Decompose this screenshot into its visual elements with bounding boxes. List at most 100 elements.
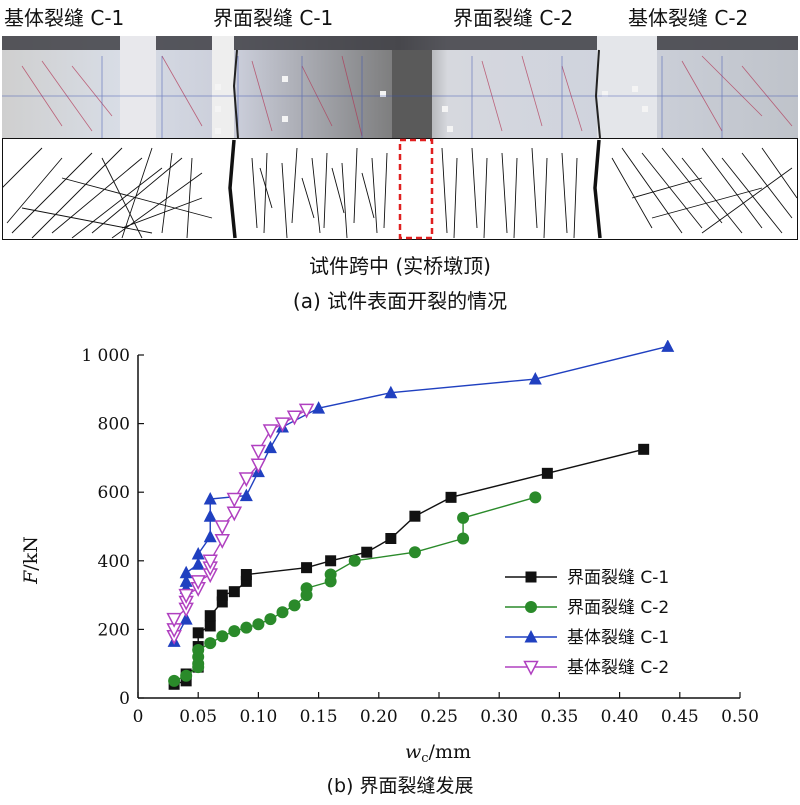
data-point: [214, 520, 231, 536]
series-3: [167, 340, 675, 647]
data-point: [179, 574, 193, 587]
x-tick-label: 0.25: [420, 707, 458, 727]
data-point: [298, 403, 315, 419]
data-point: [661, 340, 675, 352]
crack-development-chart: 0 0.05 0.10 0.15 0.20 0.25 0.30 0.35 0.40 0.45 0.5…: [20, 340, 759, 797]
label-matrix-crack-c2: 基体裂缝 C-2: [628, 6, 749, 30]
legend-label: 基体裂缝 C-2: [567, 658, 669, 678]
data-point: [288, 599, 301, 612]
series-1: [168, 443, 650, 690]
series-line: [173, 496, 536, 682]
data-point: [325, 555, 337, 567]
data-point: [457, 532, 470, 545]
legend-label: 界面裂缝 C-1: [567, 568, 669, 588]
data-point: [239, 488, 253, 502]
data-point: [180, 669, 193, 682]
crack-pattern-sketch: [2, 138, 798, 240]
data-point: [408, 546, 421, 559]
legend-label: 界面裂缝 C-2: [567, 598, 669, 618]
data-point: [192, 627, 204, 639]
data-point: [300, 582, 313, 595]
x-tick-label: 0.05: [179, 707, 217, 727]
data-point: [226, 492, 243, 508]
x-tick-label: 0.50: [721, 707, 759, 727]
label-interface-crack-c1: 界面裂缝 C-1: [213, 6, 334, 30]
data-point: [385, 533, 397, 545]
data-point: [286, 410, 303, 426]
legend-entry-2: 界面裂缝 C-2: [505, 598, 669, 618]
midspan-label: 试件跨中 (实桥墩顶): [309, 254, 491, 278]
data-point: [204, 637, 217, 650]
x-axis-var: w: [405, 741, 421, 763]
label-matrix-crack-c1: 基体裂缝 C-1: [4, 6, 125, 30]
data-point: [361, 546, 373, 558]
y-tick-label: 400: [98, 552, 130, 572]
chart-legend: 界面裂缝 C-1 界面裂缝 C-2 基体裂缝 C-1 基体裂缝 C-2: [505, 568, 669, 678]
data-point: [457, 511, 470, 524]
data-point: [301, 562, 313, 574]
data-point: [252, 618, 265, 631]
chart-marks: [166, 340, 675, 690]
caption-b: (b) 界面裂缝发展: [327, 775, 474, 797]
data-point: [638, 443, 650, 455]
data-point: [409, 510, 421, 522]
data-point: [168, 674, 181, 687]
data-point: [203, 529, 217, 543]
data-point: [178, 588, 194, 604]
data-point: [216, 589, 228, 601]
data-point: [191, 557, 205, 570]
legend-marker: [525, 601, 537, 613]
data-point: [250, 444, 267, 460]
data-point: [216, 630, 229, 643]
legend-entry-1: 界面裂缝 C-1: [505, 568, 669, 588]
x-tick-label: 0.10: [239, 707, 277, 727]
legend-entry-3: 基体裂缝 C-1: [505, 628, 669, 648]
label-interface-crack-c2: 界面裂缝 C-2: [453, 6, 574, 30]
x-axis-label: wc/mm: [405, 741, 471, 766]
x-tick-label: 0: [133, 707, 144, 727]
chart-axes: 0 0.05 0.10 0.15 0.20 0.25 0.30 0.35 0.40 0.45 0.5…: [81, 346, 759, 727]
y-tick-label: 800: [98, 415, 130, 435]
data-point: [203, 509, 217, 522]
caption-a: (a) 试件表面开裂的情况: [292, 289, 508, 313]
data-point: [240, 621, 253, 634]
series-4: [166, 403, 315, 645]
data-point: [528, 372, 542, 385]
x-tick-label: 0.30: [480, 707, 518, 727]
series-line: [173, 409, 307, 637]
data-point: [384, 385, 398, 399]
specimen-surface-photo: [2, 36, 798, 138]
data-point: [240, 575, 252, 587]
data-point: [541, 467, 553, 479]
data-point: [238, 472, 255, 488]
data-point: [324, 568, 337, 581]
data-point: [202, 554, 218, 570]
y-tick-label: 1 000: [81, 346, 130, 366]
y-tick-label: 0: [119, 689, 130, 709]
data-point: [262, 424, 279, 440]
data-point: [240, 569, 252, 581]
y-axis-label: F/kN: [20, 536, 42, 585]
data-point: [276, 606, 289, 619]
legend-marker: [525, 571, 537, 583]
x-tick-label: 0.20: [360, 707, 398, 727]
midspan-highlight-box: [398, 138, 434, 240]
data-point: [264, 613, 277, 626]
y-tick-label: 600: [98, 483, 130, 503]
data-point: [445, 491, 457, 503]
data-point: [191, 546, 205, 560]
data-point: [204, 620, 216, 632]
x-tick-label: 0.15: [300, 707, 338, 727]
data-point: [204, 610, 216, 622]
data-point: [179, 612, 193, 625]
data-point: [228, 625, 241, 638]
data-point: [274, 417, 291, 433]
y-axis-unit: /kN: [20, 536, 42, 571]
legend-marker: [524, 630, 538, 643]
legend-label: 基体裂缝 C-1: [567, 628, 669, 648]
data-point: [216, 596, 228, 608]
data-point: [228, 586, 240, 598]
data-point: [312, 401, 326, 414]
y-axis-var: F: [20, 570, 42, 585]
legend-marker: [523, 660, 539, 676]
